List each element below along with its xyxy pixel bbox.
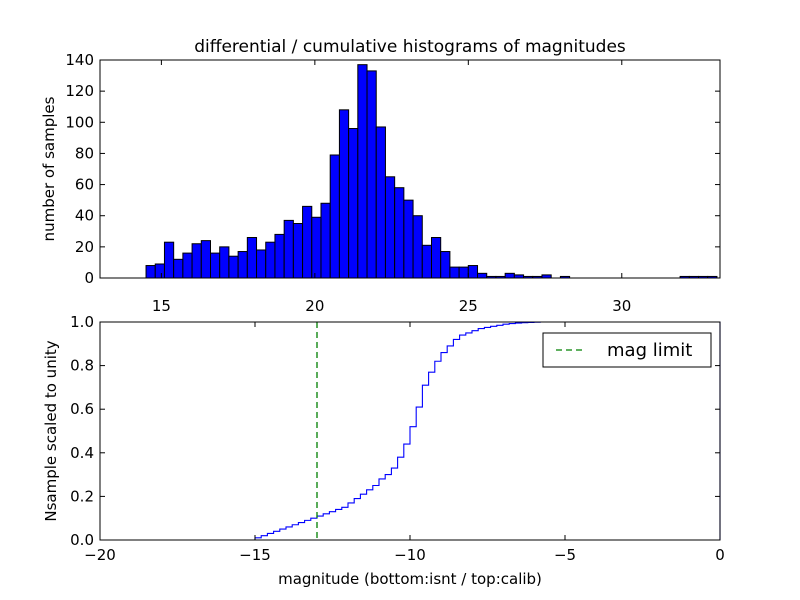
cumulative-step-line [100,321,721,541]
histogram-bars [145,64,718,279]
histogram-bar [292,223,304,279]
histogram-bar [210,252,221,279]
cumulative-x-tick-label: −10 [394,546,426,564]
histogram-title: differential / cumulative histograms of … [194,37,626,57]
histogram-bar [467,265,479,279]
histogram-bar [219,246,230,279]
cumulative-y-tick-label: 0.8 [70,357,94,375]
histogram-bar [302,205,313,279]
histogram-x-tick-label: 15 [152,297,171,315]
histogram-bar [430,237,442,279]
histogram-bar [145,265,156,279]
histogram-bar [384,176,396,279]
histogram-y-tick-label: 20 [75,238,94,256]
cumulative-x-tick-label: −15 [239,546,271,564]
histogram-y-label: number of samples [40,96,58,241]
histogram-x-tick-label: 30 [612,297,631,315]
cumulative-x-tick-label: −5 [554,546,576,564]
histogram-bar [320,202,331,279]
histogram-bar [311,216,322,279]
histogram-bar [348,128,359,279]
cumulative-x-tick-label: −20 [84,546,116,564]
histogram-bar [477,272,488,279]
histogram-bar [504,272,515,279]
histogram-bar [274,233,285,279]
histogram-bar [412,215,423,279]
histogram-bar [173,258,184,279]
cumulative-y-tick-label: 0.6 [70,400,94,418]
histogram-bar [228,255,239,279]
histogram-panel: differential / cumulative histograms of … [40,37,721,315]
legend-label-mag-limit: mag limit [607,340,692,361]
histogram-bar [191,243,202,279]
histogram-y-tick-label: 40 [75,207,94,225]
histogram-bar [182,252,193,279]
histogram-bar [200,240,211,279]
histogram-y-tick-label: 120 [65,82,94,100]
histogram-x-ticks: 15 20 25 30 [152,60,631,315]
histogram-bar [440,251,451,279]
histogram-bar [237,251,248,279]
histogram-bar [246,237,258,279]
histogram-bar [458,266,469,279]
histogram-y-ticks: 0 20 40 60 80 100 120 140 [65,51,720,287]
histogram-bar [366,70,377,279]
histogram-bar [421,244,432,279]
histogram-bar [357,64,368,279]
histogram-y-tick-label: 80 [75,144,94,162]
cumulative-y-label: Nsample scaled to unity [42,340,60,521]
cumulative-y-tick-label: 0.2 [70,487,94,505]
cumulative-y-tick-label: 0.0 [70,531,94,549]
histogram-bar [338,109,350,279]
histogram-y-tick-label: 60 [75,176,94,194]
histogram-y-tick-label: 140 [65,51,94,69]
histogram-bar [265,241,276,279]
histogram-bar [154,263,165,279]
cumulative-panel: 0.0 0.2 0.4 0.6 0.8 1.0 −20 −15 −10 −5 0 magnitud… [42,313,725,588]
cumulative-x-ticks: −20 −15 −10 −5 0 [84,322,725,564]
histogram-x-tick-label: 25 [459,297,478,315]
cumulative-y-tick-label: 0.4 [70,444,94,462]
histogram-y-tick-label: 100 [65,113,94,131]
cumulative-x-label: magnitude (bottom:isnt / top:calib) [278,570,542,588]
histogram-bar [449,266,460,279]
histogram-bar [283,219,294,279]
histogram-frame [99,59,721,279]
histogram-x-tick-label: 20 [305,297,324,315]
cumulative-y-tick-label: 1.0 [70,313,94,331]
histogram-y-tick-label: 0 [84,269,94,287]
histogram-bar [329,154,340,279]
histogram-bar [394,187,405,279]
cumulative-y-ticks: 0.0 0.2 0.4 0.6 0.8 1.0 [70,313,720,549]
histogram-bar [256,249,267,279]
cumulative-series [100,321,721,541]
histogram-bar [403,199,414,279]
cumulative-x-tick-label: 0 [715,546,725,564]
legend: mag limit [542,332,712,368]
histogram-bar [375,126,386,279]
histogram-bar [163,241,175,279]
